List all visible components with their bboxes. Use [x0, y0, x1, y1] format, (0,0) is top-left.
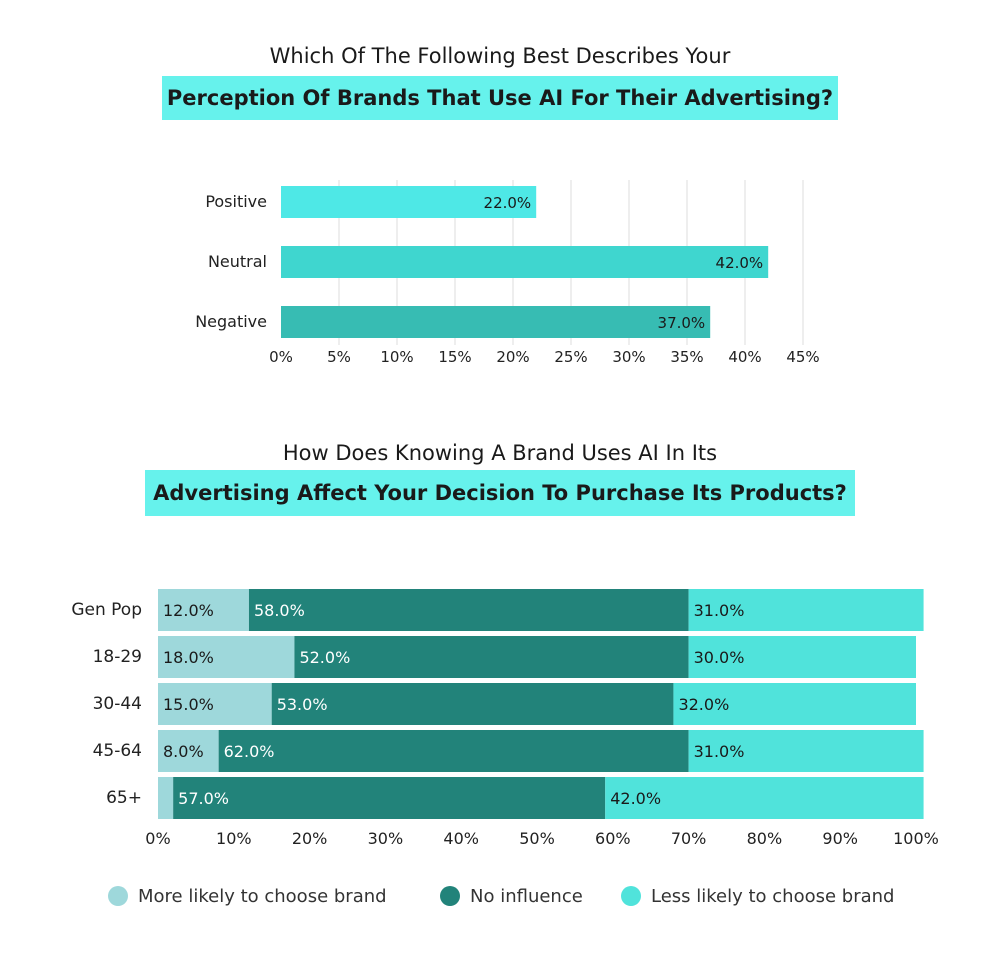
data-label: 53.0% — [277, 695, 328, 714]
data-label: 22.0% — [484, 194, 532, 212]
x-tick-label: 30% — [368, 829, 404, 848]
bar-negative — [281, 306, 711, 338]
bar-65-no-influence — [173, 777, 606, 819]
bar-65-more-likely-to-choose-brand — [158, 777, 174, 819]
x-tick-label: 10% — [216, 829, 252, 848]
data-label: 32.0% — [678, 695, 729, 714]
data-label: 15.0% — [163, 695, 214, 714]
x-tick-label: 40% — [443, 829, 479, 848]
data-label: 18.0% — [163, 648, 214, 667]
bar-65-less-likely-to-choose-brand — [605, 777, 924, 819]
category-label: Positive — [205, 192, 267, 211]
legend-item-less-likely: Less likely to choose brand — [621, 880, 894, 912]
x-tick-label: 30% — [612, 348, 645, 366]
x-tick-label: 10% — [380, 348, 413, 366]
data-label: 52.0% — [299, 648, 350, 667]
chart1-title-line2: Perception Of Brands That Use AI For The… — [162, 76, 838, 120]
x-tick-label: 5% — [327, 348, 351, 366]
x-tick-label: 0% — [269, 348, 293, 366]
category-label: Negative — [195, 312, 267, 331]
data-label: 31.0% — [694, 601, 745, 620]
x-tick-label: 60% — [595, 829, 631, 848]
bar-18-29-no-influence — [294, 636, 689, 678]
bar-gen-pop-more-likely-to-choose-brand — [158, 589, 249, 631]
chart1-title-line1: Which Of The Following Best Describes Yo… — [269, 44, 731, 68]
legend-swatch-less-likely — [621, 886, 641, 906]
data-label: 42.0% — [716, 254, 764, 272]
chart2-svg: 12.0% 58.0% 31.0% Gen Pop 18.0% 52.0% 30.0% 18-… — [71, 589, 939, 848]
x-tick-label: 50% — [519, 829, 555, 848]
data-label: 12.0% — [163, 601, 214, 620]
data-label: 30.0% — [694, 648, 745, 667]
x-tick-label: 45% — [786, 348, 819, 366]
x-tick-label: 70% — [671, 829, 707, 848]
data-label: 31.0% — [694, 742, 745, 761]
legend-item-no-influence: No influence — [440, 880, 583, 912]
chart2-legend: More likely to choose brand No influence… — [0, 880, 1000, 912]
chart2-title-line2: Advertising Affect Your Decision To Purc… — [145, 470, 855, 516]
category-label: 30-44 — [93, 694, 142, 714]
x-tick-label: 25% — [554, 348, 587, 366]
data-label: 57.0% — [178, 789, 229, 808]
bar-positive — [281, 186, 537, 218]
bar-30-44-less-likely-to-choose-brand — [673, 683, 916, 725]
legend-label-more-likely: More likely to choose brand — [138, 885, 387, 907]
x-tick-label: 20% — [292, 829, 328, 848]
bar-30-44-no-influence — [271, 683, 674, 725]
legend-label-less-likely: Less likely to choose brand — [651, 885, 895, 907]
bar-45-64-more-likely-to-choose-brand — [158, 730, 219, 772]
bar-gen-pop-no-influence — [248, 589, 689, 631]
x-tick-label: 15% — [438, 348, 471, 366]
x-tick-label: 80% — [747, 829, 783, 848]
x-tick-label: 35% — [670, 348, 703, 366]
data-label: 8.0% — [163, 742, 204, 761]
legend-label-no-influence: No influence — [470, 885, 583, 907]
x-tick-label: 40% — [728, 348, 761, 366]
legend-swatch-more-likely — [108, 886, 128, 906]
bar-18-29-less-likely-to-choose-brand — [688, 636, 916, 678]
x-tick-label: 90% — [822, 829, 858, 848]
bar-neutral — [281, 246, 769, 278]
data-label: 37.0% — [658, 314, 706, 332]
bar-30-44-more-likely-to-choose-brand — [158, 683, 272, 725]
legend-swatch-no-influence — [440, 886, 460, 906]
x-tick-label: 0% — [145, 829, 170, 848]
data-label: 62.0% — [224, 742, 275, 761]
bar-18-29-more-likely-to-choose-brand — [158, 636, 295, 678]
data-label: 58.0% — [254, 601, 305, 620]
category-label: 18-29 — [93, 647, 142, 667]
data-label: 42.0% — [610, 789, 661, 808]
category-label: 65+ — [106, 788, 142, 808]
x-tick-label: 20% — [496, 348, 529, 366]
bar-45-64-no-influence — [218, 730, 689, 772]
category-label: Neutral — [208, 252, 267, 271]
x-tick-label: 100% — [893, 829, 939, 848]
bar-gen-pop-less-likely-to-choose-brand — [688, 589, 924, 631]
legend-item-more-likely: More likely to choose brand — [108, 880, 387, 912]
chart1-svg: 0% 5% 10% 15% 20% 25% 30% 35% 40% 45% Positive 22.0… — [195, 180, 820, 366]
chart2-title-line1: How Does Knowing A Brand Uses AI In Its — [282, 441, 718, 465]
category-label: 45-64 — [93, 741, 142, 761]
category-label: Gen Pop — [71, 600, 142, 620]
bar-45-64-less-likely-to-choose-brand — [688, 730, 924, 772]
